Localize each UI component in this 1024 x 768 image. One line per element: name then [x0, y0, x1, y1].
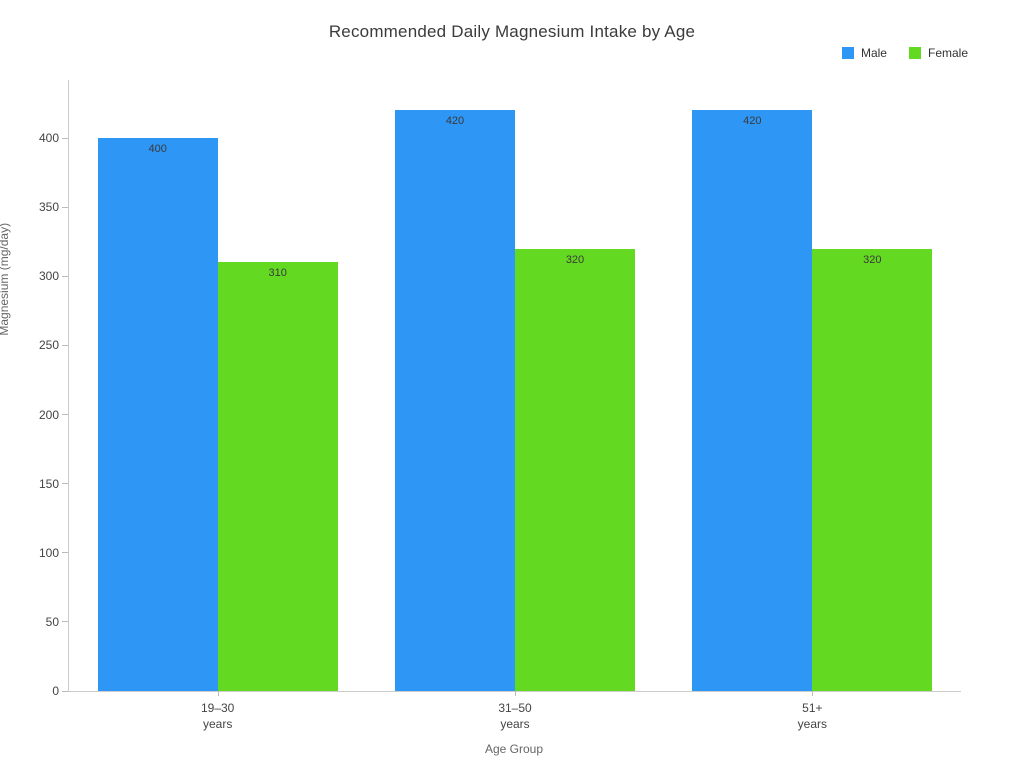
legend-label: Female: [927, 46, 968, 60]
x-tick-label: 31–50 years: [498, 701, 532, 731]
x-tick-label: 19–30 years: [200, 701, 235, 731]
bar-male-group-0: 400: [97, 138, 218, 691]
y-tick-label: 100: [38, 545, 59, 560]
y-tick-mark: [62, 137, 68, 139]
legend-item-female[interactable]: Female: [908, 46, 968, 60]
bar-value-label: 400: [148, 143, 167, 156]
x-tick-mark: [217, 691, 219, 696]
y-tick-label: 150: [38, 476, 59, 491]
legend-swatch-female: [908, 47, 921, 59]
bar-female-group-0: 310: [217, 262, 338, 691]
y-tick-label: 350: [38, 200, 59, 215]
y-tick-label: 250: [38, 338, 59, 353]
y-tick-mark: [62, 690, 68, 692]
y-tick-mark: [62, 483, 68, 485]
bar-value-label: 320: [565, 253, 585, 266]
bar-female-group-1: 320: [515, 248, 635, 691]
x-axis-title: Age Group: [484, 742, 544, 756]
bar-value-label: 420: [743, 115, 762, 128]
x-tick-mark: [812, 691, 814, 696]
y-tick-label: 400: [38, 131, 59, 146]
y-tick-mark: [62, 206, 68, 208]
legend-swatch-male: [841, 47, 854, 59]
legend-label: Male: [860, 46, 887, 60]
bar-male-group-1: 420: [395, 110, 515, 691]
y-tick-mark: [62, 275, 68, 277]
legend: Male Female: [841, 46, 968, 60]
y-tick-mark: [62, 414, 68, 416]
y-tick-mark: [62, 621, 68, 623]
bar-value-label: 420: [445, 115, 465, 128]
bar-female-group-2: 320: [812, 248, 933, 691]
y-tick-label: 0: [52, 684, 59, 698]
y-tick-label: 50: [45, 614, 59, 629]
y-tick-label: 200: [38, 407, 59, 422]
y-axis-title: Magnesium (mg/day): [0, 222, 11, 336]
x-tick-label: 51+ years: [797, 701, 827, 731]
y-tick-mark: [62, 344, 68, 346]
bar-male-group-2: 420: [692, 110, 813, 691]
legend-item-male[interactable]: Male: [841, 46, 887, 60]
x-tick-mark: [515, 691, 516, 696]
plot-area: 0 50 100 150 200 250 300 350 400 400 310 19–30 year…: [39, 80, 961, 731]
bar-value-label: 320: [863, 253, 882, 266]
bar-value-label: 310: [268, 267, 287, 280]
chart-title: Recommended Daily Magnesium Intake by Ag…: [328, 22, 696, 41]
y-tick-mark: [62, 552, 68, 554]
y-tick-label: 300: [38, 269, 59, 284]
